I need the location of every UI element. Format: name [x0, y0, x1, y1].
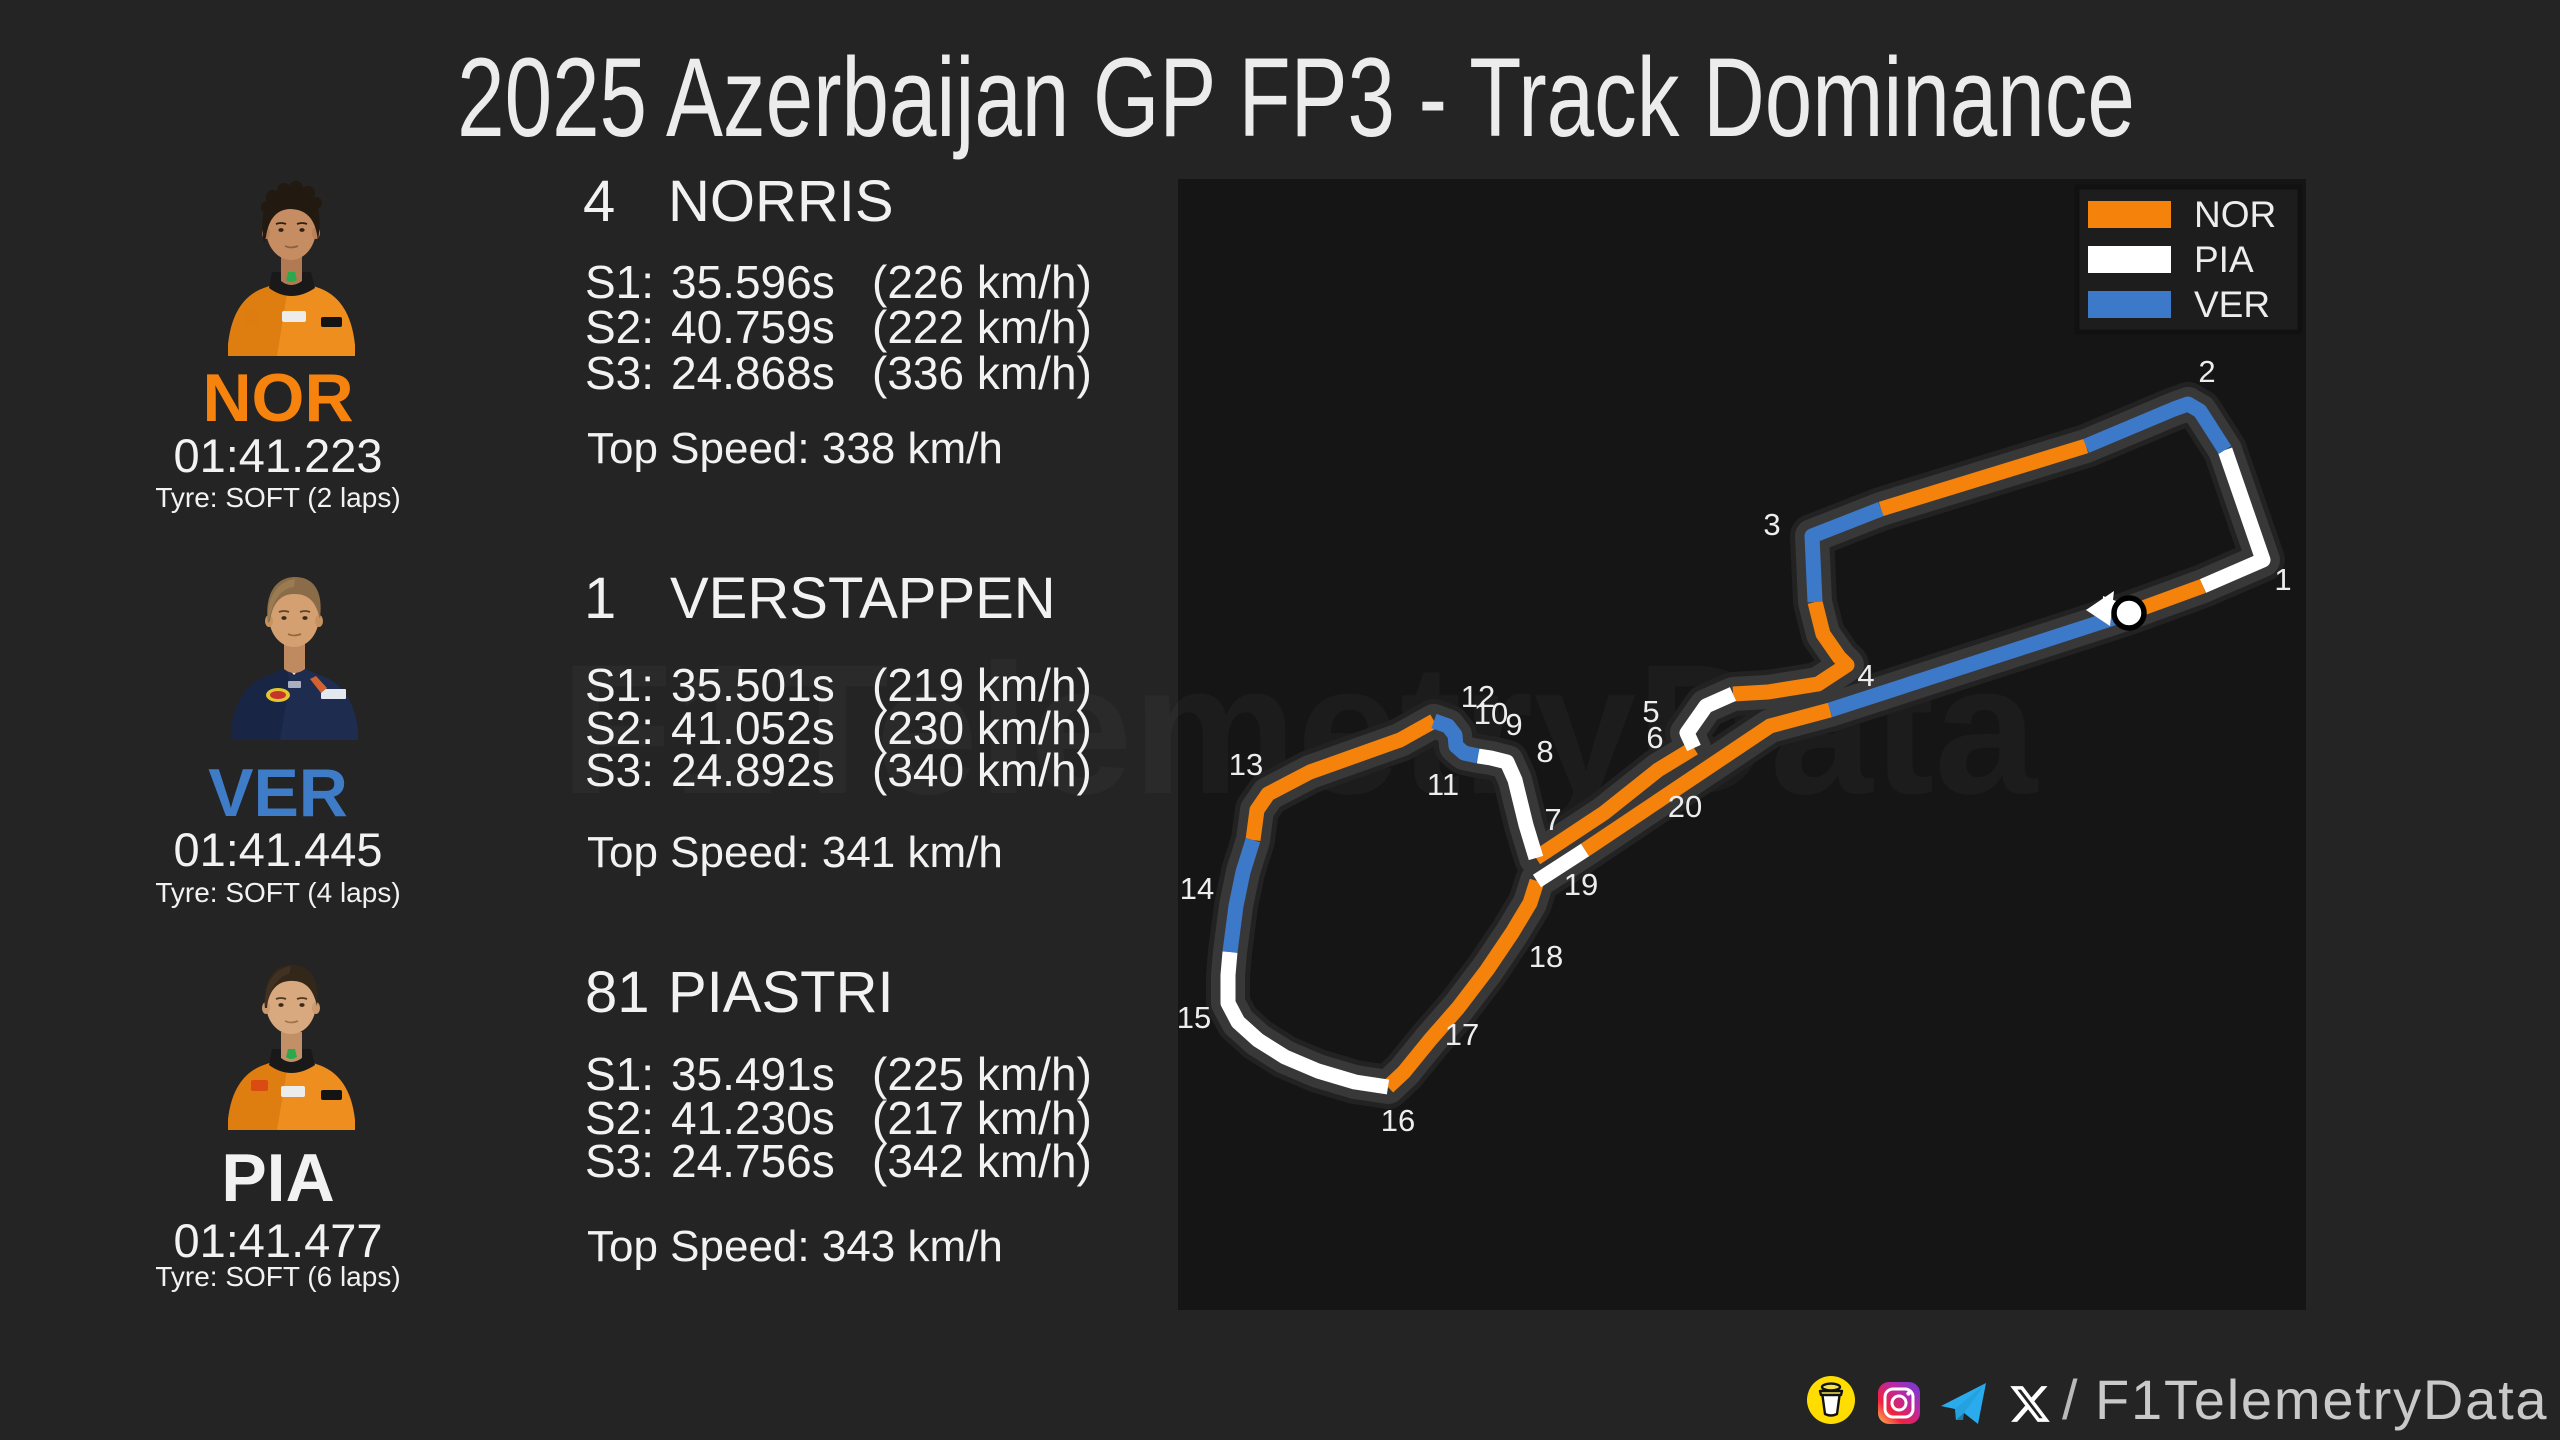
svg-text:NOR: NOR: [2194, 194, 2276, 235]
svg-text:20: 20: [1668, 789, 1702, 824]
svg-text:5: 5: [1642, 694, 1659, 729]
svg-text:16: 16: [1381, 1103, 1415, 1138]
svg-text:VER: VER: [2194, 284, 2270, 325]
svg-text:2: 2: [2198, 354, 2215, 389]
svg-text:7: 7: [1544, 802, 1561, 837]
svg-text:15: 15: [1178, 1000, 1211, 1035]
svg-text:12: 12: [1461, 679, 1495, 714]
svg-text:4: 4: [1857, 658, 1874, 693]
svg-text:6: 6: [1646, 720, 1663, 755]
svg-text:19: 19: [1564, 867, 1598, 902]
svg-text:9: 9: [1505, 707, 1522, 742]
svg-text:18: 18: [1529, 939, 1563, 974]
svg-text:1: 1: [2274, 562, 2291, 597]
svg-text:13: 13: [1229, 747, 1263, 782]
svg-text:10: 10: [1474, 696, 1508, 731]
svg-text:11: 11: [1427, 767, 1459, 802]
svg-text:17: 17: [1445, 1017, 1479, 1052]
svg-text:14: 14: [1180, 871, 1214, 906]
svg-text:3: 3: [1763, 507, 1780, 542]
svg-text:8: 8: [1536, 734, 1553, 769]
svg-text:PIA: PIA: [2194, 239, 2254, 280]
